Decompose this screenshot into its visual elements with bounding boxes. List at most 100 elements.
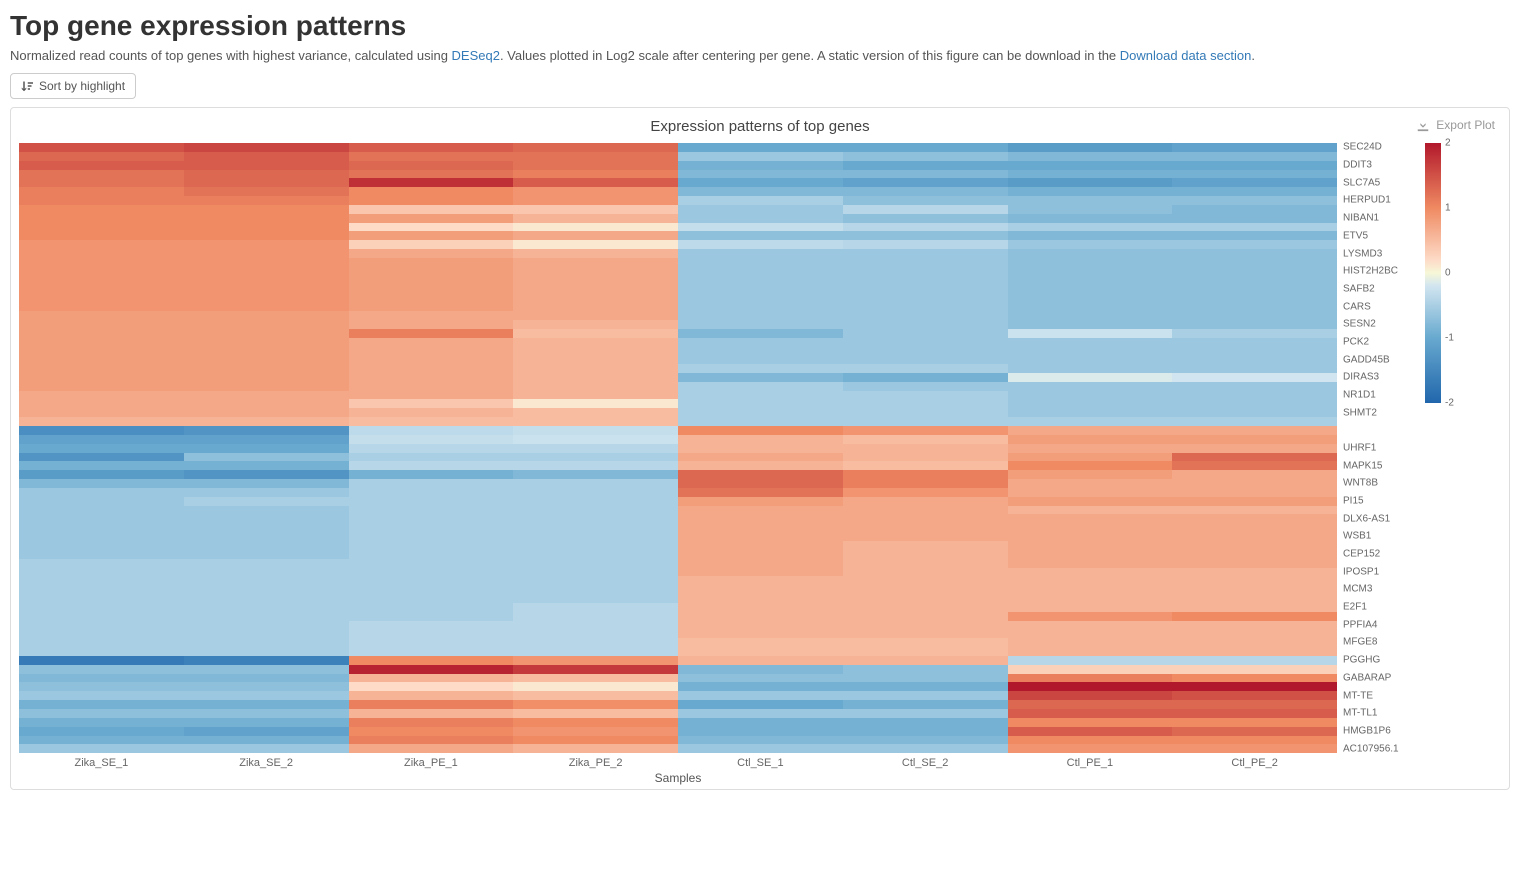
heatmap-cell[interactable] bbox=[349, 682, 514, 691]
heatmap-cell[interactable] bbox=[513, 249, 678, 258]
heatmap-cell[interactable] bbox=[1008, 205, 1173, 214]
heatmap-cell[interactable] bbox=[678, 603, 843, 612]
heatmap-cell[interactable] bbox=[184, 311, 349, 320]
heatmap-cell[interactable] bbox=[349, 488, 514, 497]
heatmap-cell[interactable] bbox=[513, 576, 678, 585]
heatmap-cell[interactable] bbox=[1172, 346, 1337, 355]
heatmap-cell[interactable] bbox=[349, 727, 514, 736]
heatmap-cell[interactable] bbox=[843, 691, 1008, 700]
heatmap-cell[interactable] bbox=[1172, 506, 1337, 515]
heatmap-cell[interactable] bbox=[678, 727, 843, 736]
heatmap-cell[interactable] bbox=[184, 170, 349, 179]
heatmap-cell[interactable] bbox=[184, 568, 349, 577]
heatmap-cell[interactable] bbox=[1008, 629, 1173, 638]
heatmap-cell[interactable] bbox=[19, 523, 184, 532]
heatmap-cell[interactable] bbox=[843, 329, 1008, 338]
heatmap-cell[interactable] bbox=[1008, 408, 1173, 417]
heatmap-cell[interactable] bbox=[1172, 320, 1337, 329]
heatmap-cell[interactable] bbox=[1008, 329, 1173, 338]
heatmap-cell[interactable] bbox=[843, 373, 1008, 382]
heatmap-cell[interactable] bbox=[1172, 364, 1337, 373]
heatmap-cell[interactable] bbox=[1172, 585, 1337, 594]
heatmap-cell[interactable] bbox=[19, 311, 184, 320]
heatmap-cell[interactable] bbox=[19, 196, 184, 205]
heatmap-cell[interactable] bbox=[184, 391, 349, 400]
heatmap-cell[interactable] bbox=[1008, 682, 1173, 691]
heatmap-cell[interactable] bbox=[1008, 718, 1173, 727]
heatmap-cell[interactable] bbox=[843, 417, 1008, 426]
heatmap-cell[interactable] bbox=[184, 426, 349, 435]
heatmap-cell[interactable] bbox=[1008, 170, 1173, 179]
heatmap-cell[interactable] bbox=[349, 293, 514, 302]
heatmap-cell[interactable] bbox=[349, 585, 514, 594]
heatmap-cell[interactable] bbox=[1008, 364, 1173, 373]
heatmap-cell[interactable] bbox=[678, 665, 843, 674]
heatmap-cell[interactable] bbox=[1008, 638, 1173, 647]
heatmap-cell[interactable] bbox=[513, 240, 678, 249]
heatmap-cell[interactable] bbox=[349, 674, 514, 683]
heatmap-cell[interactable] bbox=[184, 656, 349, 665]
heatmap-cell[interactable] bbox=[349, 709, 514, 718]
heatmap-cell[interactable] bbox=[349, 656, 514, 665]
heatmap-cell[interactable] bbox=[184, 285, 349, 294]
heatmap-cell[interactable] bbox=[843, 152, 1008, 161]
heatmap-cell[interactable] bbox=[678, 744, 843, 753]
heatmap-cell[interactable] bbox=[349, 506, 514, 515]
heatmap-cell[interactable] bbox=[1008, 338, 1173, 347]
heatmap-cell[interactable] bbox=[678, 161, 843, 170]
heatmap-cell[interactable] bbox=[19, 718, 184, 727]
heatmap-cell[interactable] bbox=[1172, 355, 1337, 364]
heatmap-cell[interactable] bbox=[1172, 205, 1337, 214]
heatmap-cell[interactable] bbox=[184, 621, 349, 630]
heatmap-cell[interactable] bbox=[1008, 523, 1173, 532]
heatmap-cell[interactable] bbox=[1172, 612, 1337, 621]
heatmap-cell[interactable] bbox=[513, 161, 678, 170]
heatmap-cell[interactable] bbox=[184, 258, 349, 267]
heatmap-cell[interactable] bbox=[678, 656, 843, 665]
heatmap-cell[interactable] bbox=[184, 205, 349, 214]
heatmap-cell[interactable] bbox=[184, 497, 349, 506]
heatmap-cell[interactable] bbox=[513, 311, 678, 320]
heatmap-cell[interactable] bbox=[349, 161, 514, 170]
heatmap-cell[interactable] bbox=[513, 391, 678, 400]
heatmap-cell[interactable] bbox=[184, 143, 349, 152]
heatmap-cell[interactable] bbox=[19, 285, 184, 294]
heatmap-cell[interactable] bbox=[19, 541, 184, 550]
heatmap-cell[interactable] bbox=[678, 497, 843, 506]
heatmap-cell[interactable] bbox=[1172, 152, 1337, 161]
heatmap-cell[interactable] bbox=[184, 691, 349, 700]
heatmap-cell[interactable] bbox=[349, 576, 514, 585]
heatmap-cell[interactable] bbox=[19, 178, 184, 187]
heatmap-cell[interactable] bbox=[678, 647, 843, 656]
heatmap-cell[interactable] bbox=[843, 364, 1008, 373]
heatmap-cell[interactable] bbox=[1172, 435, 1337, 444]
heatmap-cell[interactable] bbox=[349, 399, 514, 408]
heatmap-cell[interactable] bbox=[19, 373, 184, 382]
heatmap-cell[interactable] bbox=[678, 444, 843, 453]
heatmap-cell[interactable] bbox=[349, 453, 514, 462]
heatmap-cell[interactable] bbox=[1172, 638, 1337, 647]
heatmap-cell[interactable] bbox=[843, 214, 1008, 223]
heatmap-cell[interactable] bbox=[19, 267, 184, 276]
heatmap-cell[interactable] bbox=[843, 568, 1008, 577]
heatmap-cell[interactable] bbox=[1008, 479, 1173, 488]
heatmap-cell[interactable] bbox=[678, 329, 843, 338]
heatmap-cell[interactable] bbox=[349, 638, 514, 647]
heatmap-cell[interactable] bbox=[1008, 231, 1173, 240]
heatmap-cell[interactable] bbox=[184, 355, 349, 364]
heatmap-cell[interactable] bbox=[1008, 665, 1173, 674]
heatmap-cell[interactable] bbox=[1008, 196, 1173, 205]
heatmap-cell[interactable] bbox=[513, 718, 678, 727]
heatmap-cell[interactable] bbox=[843, 276, 1008, 285]
heatmap-cell[interactable] bbox=[678, 585, 843, 594]
heatmap-cell[interactable] bbox=[1172, 178, 1337, 187]
heatmap-cell[interactable] bbox=[513, 435, 678, 444]
heatmap-cell[interactable] bbox=[1008, 161, 1173, 170]
heatmap-cell[interactable] bbox=[1008, 514, 1173, 523]
heatmap-cell[interactable] bbox=[184, 532, 349, 541]
heatmap-cell[interactable] bbox=[678, 249, 843, 258]
heatmap-cell[interactable] bbox=[678, 718, 843, 727]
heatmap-cell[interactable] bbox=[1172, 258, 1337, 267]
heatmap-cell[interactable] bbox=[1172, 214, 1337, 223]
heatmap-cell[interactable] bbox=[19, 700, 184, 709]
